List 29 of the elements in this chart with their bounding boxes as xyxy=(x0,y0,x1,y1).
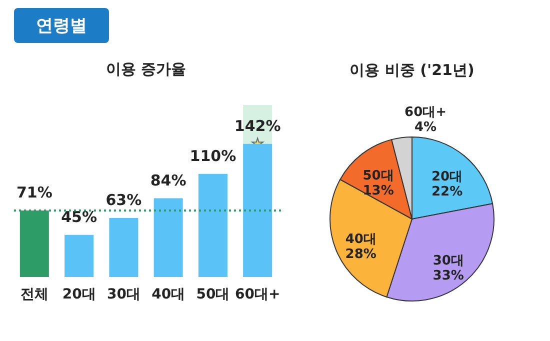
x-tick-label: 40대 xyxy=(152,286,186,302)
data-label: 45% xyxy=(61,208,98,226)
text: 연령별 xyxy=(14,8,109,43)
slice-label: 30대 xyxy=(432,253,464,268)
slice-label: 20대 xyxy=(432,170,463,185)
data-label: 110% xyxy=(190,146,236,165)
bar xyxy=(64,234,94,277)
slice-label: 50대 xyxy=(362,168,394,184)
data-label: 63% xyxy=(106,190,142,209)
data-label: 33% xyxy=(432,268,464,284)
bar xyxy=(109,218,138,277)
data-label: 13% xyxy=(362,184,394,199)
x-tick-label: 50대 xyxy=(196,286,230,302)
data-label: 71% xyxy=(16,183,52,202)
x-tick-label: 20대 xyxy=(62,286,96,302)
slice-label: 40대 xyxy=(345,232,376,248)
x-tick-label: 60대+ xyxy=(234,286,280,302)
slice-label: 60대+ xyxy=(404,104,447,120)
data-label: 4% xyxy=(414,120,437,135)
data-label: 22% xyxy=(431,184,463,200)
bar xyxy=(154,198,183,277)
chart-title: 이용 비중 ('21년) xyxy=(350,60,474,79)
bar xyxy=(198,174,228,277)
x-tick-label: 전체 xyxy=(20,286,48,302)
chart-title: 이용 증가율 xyxy=(106,60,186,78)
x-tick-label: 30대 xyxy=(106,286,140,302)
data-label: 28% xyxy=(345,247,376,262)
data-label: 84% xyxy=(150,171,186,190)
data-label: 142% xyxy=(234,116,281,135)
